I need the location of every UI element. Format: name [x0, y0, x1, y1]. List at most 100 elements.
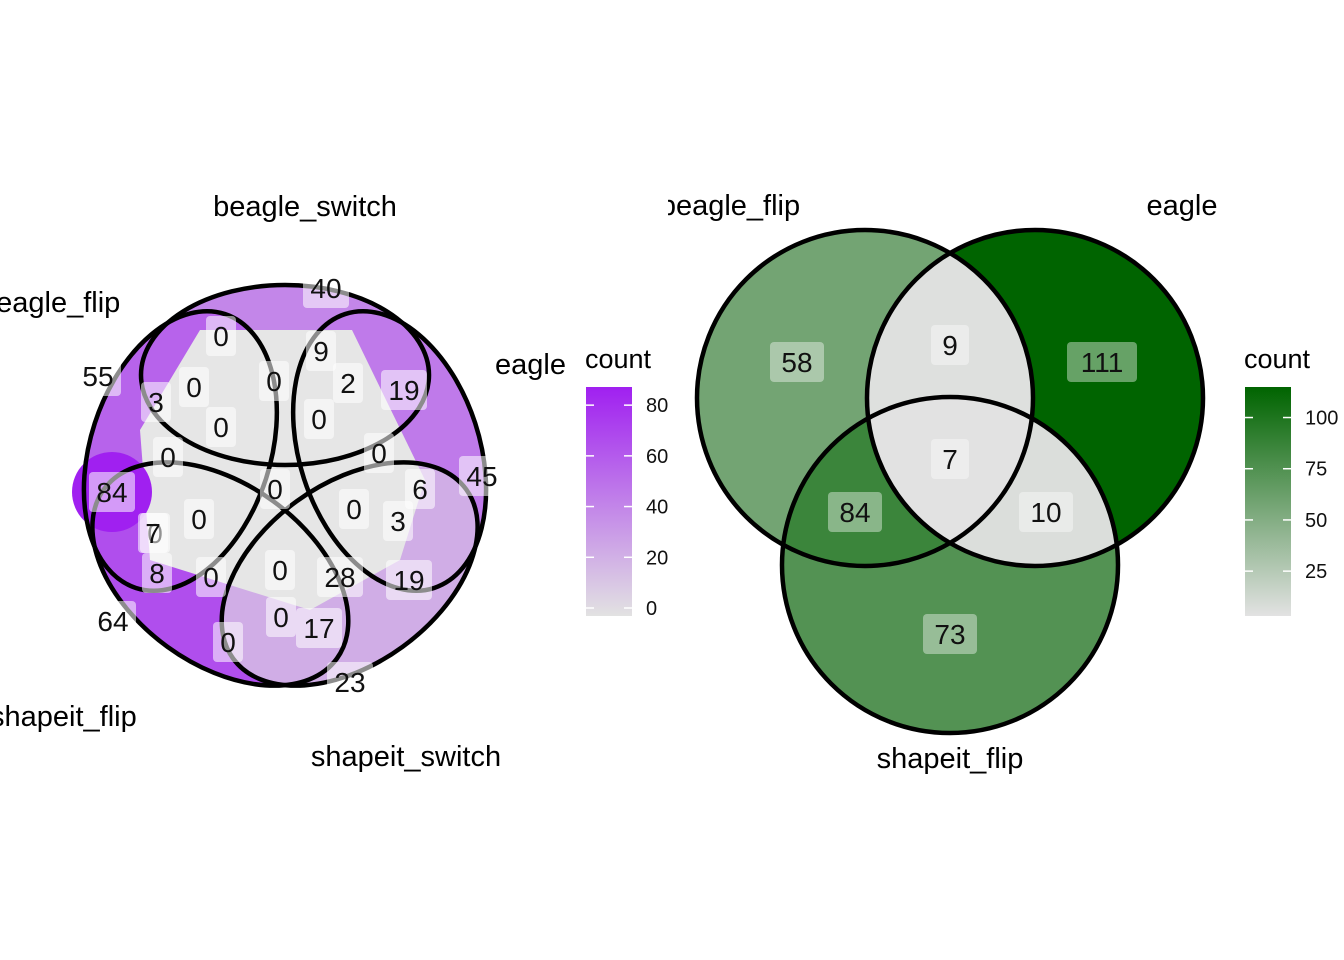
region-value: 6	[412, 474, 428, 505]
region-value: 17	[303, 613, 334, 644]
region-label-bg	[306, 331, 336, 371]
region-value: 0	[213, 412, 229, 443]
region-label-bg	[265, 550, 295, 590]
region-label: 0	[184, 499, 214, 539]
region-value: 0	[213, 321, 229, 352]
region-label: 40	[303, 268, 349, 308]
region-value: 0	[273, 602, 289, 633]
legend-tick-label: 50	[1305, 510, 1327, 532]
region-label-bg	[1019, 492, 1073, 532]
set-label-shapeit_flip: shapeit_flip	[877, 743, 1024, 775]
region-label-bg	[931, 325, 969, 365]
set-outline-eagle	[290, 309, 489, 594]
region-label: 3	[383, 501, 413, 541]
legend-tick-label: 0	[646, 598, 657, 620]
region-label-bg	[89, 472, 135, 512]
region-label-bg	[138, 513, 168, 553]
region-label: 73	[923, 614, 977, 654]
region-label-bg	[383, 501, 413, 541]
set-label-shapeit_flip: shapeit_flip	[0, 701, 137, 733]
region-label: 58	[770, 342, 824, 382]
region-label: 19	[381, 370, 427, 410]
region-label: 64	[90, 601, 136, 641]
region-label-bg	[931, 439, 969, 479]
venn-3-set: 58 9 111 7 84 10 73 beagle_flip eagle shapeit_fl…	[660, 190, 1218, 775]
region-label-bg	[303, 268, 349, 308]
region-label-bg	[184, 499, 214, 539]
region-value: 19	[388, 375, 419, 406]
region-value: 58	[781, 347, 812, 378]
region-label: 84	[89, 472, 135, 512]
region-value: 0	[266, 366, 282, 397]
region-value: 8	[149, 558, 165, 589]
set-outline-eagle	[864, 227, 1206, 569]
legend-title: count	[1244, 344, 1311, 374]
region-value: 0	[220, 627, 236, 658]
region-label: 0	[206, 316, 236, 356]
region-label: 23	[327, 662, 373, 702]
region-label-bg	[179, 367, 209, 407]
region-label: 0	[266, 597, 296, 637]
venn-5-set: 4055456423092193000000068400037800281901…	[0, 191, 566, 773]
region-label: 17	[296, 608, 342, 648]
region-value: 3	[390, 506, 406, 537]
legend-tick-label: 60	[646, 446, 668, 468]
set-outline-beagle_flip	[694, 227, 1036, 569]
region-value: 64	[97, 606, 128, 637]
region-label: 55	[75, 356, 121, 396]
set-label-eagle: eagle	[495, 349, 566, 381]
region-value: 28	[324, 562, 355, 593]
region-label: 111	[1067, 342, 1137, 382]
legend-tick-label: 100	[1305, 408, 1338, 430]
region-label-bg	[206, 407, 236, 447]
legend-tick-label: 75	[1305, 459, 1327, 481]
region-value: 0	[267, 474, 283, 505]
region-label: 28	[317, 557, 363, 597]
region-label-bg	[75, 356, 121, 396]
region-value: 73	[934, 619, 965, 650]
legend-title: count	[585, 344, 652, 374]
region-label: 7	[931, 439, 969, 479]
region-label: 3	[141, 382, 171, 422]
region-value: 0	[311, 404, 327, 435]
set-label-beagle_flip: beagle_flip	[660, 190, 800, 222]
region-label-bg	[153, 437, 183, 477]
region-label: 0	[179, 367, 209, 407]
set-label-eagle: eagle	[1147, 190, 1218, 222]
region-value: 55	[82, 361, 113, 392]
region-label-bg	[405, 469, 435, 509]
region-label-bg	[339, 489, 369, 529]
region-value: 0	[203, 562, 219, 593]
region-label-bg	[459, 456, 505, 496]
region-label: 8	[142, 553, 172, 593]
region-label: 0	[304, 399, 334, 439]
region-label: 19	[386, 560, 432, 600]
region-label-bg	[364, 433, 394, 473]
region-label-bg	[327, 662, 373, 702]
region-label-bg	[141, 382, 171, 422]
region-label-bg	[923, 614, 977, 654]
region-label: 10	[1019, 492, 1073, 532]
region-label: 0	[153, 437, 183, 477]
region-label-bg	[381, 370, 427, 410]
region-value: 45	[466, 461, 497, 492]
region-value: 9	[313, 336, 329, 367]
region-value: 84	[96, 477, 127, 508]
legend-count-purple: count 0 20 40 60 80	[585, 344, 668, 620]
region-label: 0	[364, 433, 394, 473]
region-value: 23	[334, 667, 365, 698]
region-label-bg	[333, 363, 363, 403]
set-outline-beagle_switch	[138, 282, 432, 468]
legend-tick-label: 80	[646, 395, 668, 417]
region-label: 0	[260, 469, 290, 509]
region-label: 9	[931, 325, 969, 365]
region-label-bg	[770, 342, 824, 382]
region-label-bg	[304, 399, 334, 439]
region-label: 0	[213, 622, 243, 662]
region-label: 0	[339, 489, 369, 529]
region-label: 0	[196, 557, 226, 597]
region-label: 0	[259, 361, 289, 401]
region-label-bg	[1067, 342, 1137, 382]
region-label: 9	[306, 331, 336, 371]
region-label-bg	[90, 601, 136, 641]
